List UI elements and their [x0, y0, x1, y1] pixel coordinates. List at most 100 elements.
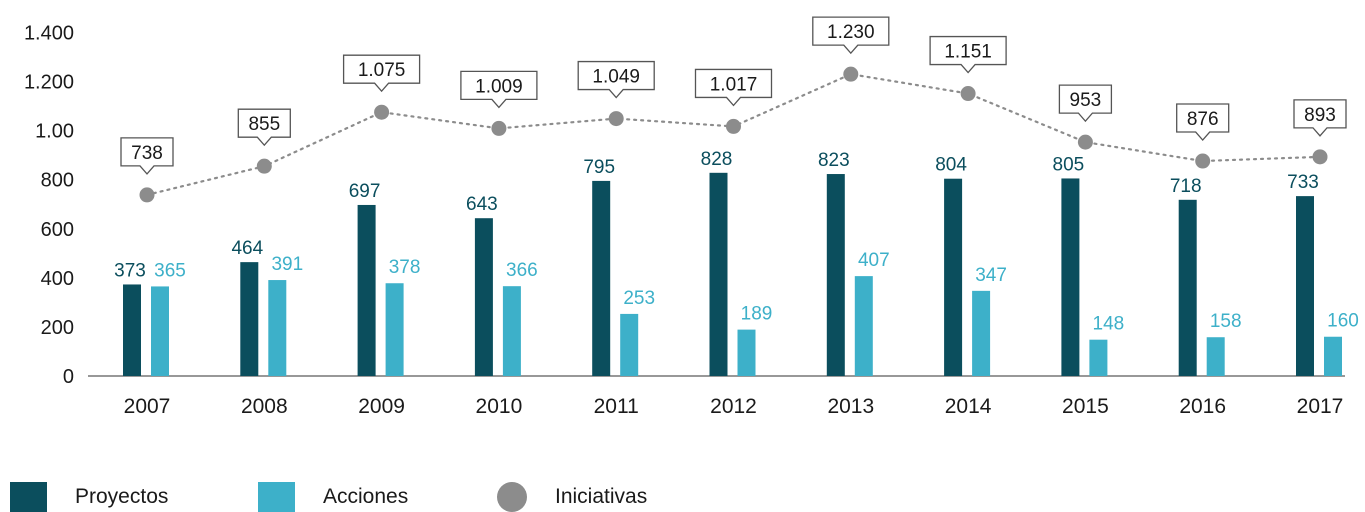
callout-box	[1058, 84, 1113, 123]
legend-item-iniciativas[interactable]: Iniciativas	[497, 482, 647, 512]
data-label-iniciativas: 738	[131, 143, 163, 164]
iniciativas-point	[843, 66, 859, 82]
legend-item-proyectos[interactable]: Proyectos	[10, 482, 168, 512]
data-label-acciones: 365	[154, 260, 186, 281]
data-label-iniciativas: 1.230	[827, 22, 875, 43]
data-label-proyectos: 804	[935, 155, 967, 176]
data-label-acciones: 160	[1327, 311, 1359, 332]
y-tick-label: 0	[63, 366, 74, 388]
legend-item-acciones[interactable]: Acciones	[258, 482, 408, 512]
callout-box	[812, 16, 890, 55]
data-label-proyectos: 823	[818, 150, 850, 171]
y-tick-label: 1.400	[24, 22, 74, 44]
bars: 373 365 464 391 697 378 643 366 795 253 828 189 823 4…	[114, 149, 1359, 376]
data-label-acciones: 391	[271, 254, 303, 275]
x-tick-label: 2007	[124, 395, 171, 418]
data-label-proyectos: 828	[701, 149, 733, 170]
y-tick-label: 1.200	[24, 72, 74, 94]
iniciativas-point	[491, 120, 507, 136]
iniciativas-point	[256, 158, 272, 174]
data-label-acciones: 366	[506, 260, 538, 281]
y-tick-label: 200	[41, 317, 74, 339]
iniciativas-point	[139, 187, 155, 203]
bar-acciones	[502, 286, 521, 376]
legend-swatch-proyectos	[10, 482, 47, 512]
bar-acciones	[385, 283, 404, 376]
y-tick-label: 1.00	[35, 121, 74, 143]
data-label-iniciativas: 1.049	[592, 67, 640, 88]
x-tick-label: 2010	[476, 395, 523, 418]
data-label-acciones: 189	[741, 304, 773, 325]
iniciativas-point	[1195, 153, 1211, 169]
bar-proyectos	[592, 180, 611, 376]
bar-acciones	[854, 276, 873, 376]
callout-box	[577, 60, 655, 99]
bar-acciones	[268, 280, 287, 376]
bar-proyectos	[474, 218, 493, 376]
bar-proyectos	[240, 262, 259, 376]
data-label-iniciativas: 893	[1304, 105, 1336, 126]
data-label-iniciativas: 1.017	[710, 74, 758, 95]
callout-box	[694, 68, 773, 107]
callout-box	[342, 54, 421, 93]
callout-box	[929, 35, 1007, 74]
legend-marker-iniciativas	[497, 482, 527, 512]
bar-proyectos	[826, 174, 845, 376]
y-tick-label: 600	[41, 219, 74, 241]
data-label-iniciativas: 876	[1187, 109, 1219, 130]
bar-proyectos	[709, 172, 728, 376]
iniciativas-point	[960, 86, 976, 102]
data-label-acciones: 253	[623, 288, 655, 309]
callout-box	[460, 70, 538, 109]
data-label-acciones: 347	[975, 265, 1007, 286]
x-axis: 2007 2008 2009 2010 2011 2012 2013 2014 2015 2016…	[124, 395, 1344, 418]
bar-acciones	[972, 290, 991, 376]
callout-box	[237, 108, 291, 147]
iniciativas-point	[1077, 134, 1093, 150]
legend: Proyectos Acciones Iniciativas	[0, 480, 1365, 512]
data-label-proyectos: 718	[1170, 176, 1202, 197]
x-tick-label: 2016	[1179, 395, 1226, 418]
iniciativas-point	[726, 118, 741, 134]
chart: 0 200 400 600 800 1.00 1.200 1.400 2007 2008 2009…	[24, 16, 1359, 418]
iniciativas-point	[1312, 149, 1328, 165]
y-tick-label: 400	[41, 268, 74, 290]
y-axis: 0 200 400 600 800 1.00 1.200 1.400	[24, 22, 74, 388]
data-label-proyectos: 464	[231, 238, 263, 259]
bar-acciones	[151, 286, 169, 376]
legend-label: Iniciativas	[555, 485, 648, 508]
legend-label: Proyectos	[75, 485, 169, 508]
callout-box	[120, 137, 174, 175]
bar-acciones	[1324, 336, 1342, 376]
bar-proyectos	[123, 284, 141, 376]
data-label-proyectos: 373	[114, 260, 146, 281]
bar-acciones	[737, 329, 756, 376]
iniciativas-point	[608, 111, 624, 127]
data-label-proyectos: 805	[1053, 154, 1085, 175]
data-label-proyectos: 697	[349, 181, 381, 202]
data-label-proyectos: 643	[466, 194, 498, 215]
y-tick-label: 800	[41, 170, 74, 192]
bar-acciones	[1206, 337, 1225, 376]
x-tick-label: 2017	[1297, 395, 1344, 418]
data-label-iniciativas: 953	[1070, 90, 1102, 111]
legend-swatch-acciones	[258, 482, 295, 512]
data-label-acciones: 407	[858, 250, 890, 271]
x-tick-label: 2009	[358, 395, 405, 418]
x-tick-label: 2012	[710, 395, 757, 418]
x-tick-label: 2014	[945, 395, 992, 418]
bar-proyectos	[1178, 199, 1197, 376]
callout-box	[1176, 103, 1230, 142]
x-tick-label: 2008	[241, 395, 288, 418]
legend-label: Acciones	[323, 485, 409, 508]
bar-proyectos	[357, 204, 376, 376]
iniciativas-point	[374, 104, 390, 120]
iniciativas-series: 738 855 1.075 1.009 1.049 1.017 1.230 1.151 953 8…	[120, 16, 1347, 203]
bar-acciones	[1089, 339, 1108, 376]
data-label-proyectos: 795	[583, 157, 615, 178]
data-label-acciones: 158	[1210, 311, 1242, 332]
data-label-iniciativas: 1.009	[475, 76, 523, 97]
callout-box	[1293, 99, 1347, 137]
data-label-proyectos: 733	[1287, 172, 1319, 193]
data-label-iniciativas: 1.151	[944, 42, 992, 63]
